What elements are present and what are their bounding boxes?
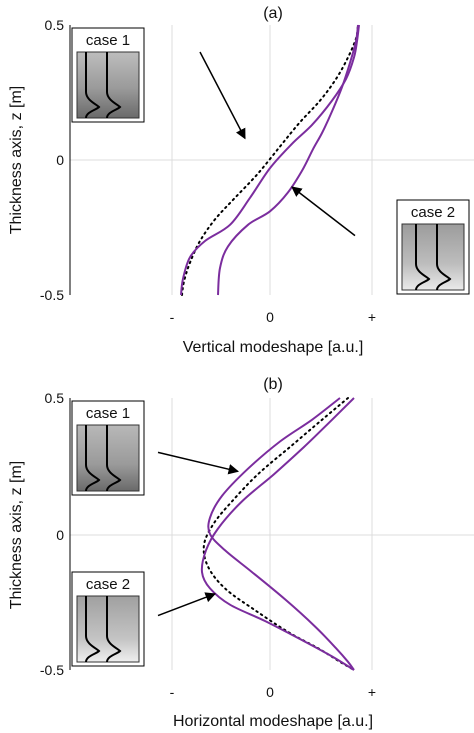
panel-a-inset-case1: case 1 (71, 27, 145, 123)
panel-b-case2-line (200, 397, 355, 671)
panel-a-xtick: - (170, 309, 175, 325)
panel-a-ytick: 0.5 (45, 17, 65, 33)
panel-a-ytick: 0 (56, 152, 64, 168)
panel-a-arrow-case2 (291, 186, 356, 237)
panel-a-grid (70, 25, 474, 295)
panel-a-xtick: + (368, 309, 376, 325)
panel-b-xlabel: Horizontal modeshape [a.u.] (173, 713, 373, 730)
panel-b-ylabel: Thickness axis, z [m] (8, 461, 25, 609)
panel-a-case1-line (180, 24, 360, 296)
panel-b-inset-case2-label: case 2 (86, 576, 130, 593)
panel-a-title: (a) (263, 5, 283, 22)
panel-b-inset-case1: case 1 (71, 400, 145, 496)
panel-a-inset-case1-label: case 1 (86, 32, 130, 49)
panel-b-inset-case2: case 2 (71, 571, 145, 667)
panel-b: (b) Thickness axis, z [m] Horizontal mod… (8, 376, 474, 730)
panel-a-xlabel: Vertical modeshape [a.u.] (183, 339, 364, 356)
panel-b-inset-case1-label: case 1 (86, 405, 130, 422)
panel-b-case1-line (207, 397, 355, 671)
panel-a-reference-line (181, 24, 359, 296)
panel-b-xtick: + (368, 684, 376, 700)
panel-b-grid (70, 398, 474, 670)
panel-b-arrow-case1 (157, 451, 240, 475)
panel-b-title: (b) (263, 376, 283, 393)
panel-b-arrow-case2 (157, 592, 216, 617)
panel-a-inset-case2-label: case 2 (411, 204, 455, 221)
panel-b-xtick: 0 (266, 684, 274, 700)
panel-b-xtick: - (170, 684, 175, 700)
panel-a-arrow-case1 (199, 51, 246, 140)
panel-b-ytick: 0.5 (45, 390, 65, 406)
panel-a-inset-case2: case 2 (396, 199, 470, 295)
panel-a-xtick: 0 (266, 309, 274, 325)
panel-b-ytick: 0 (56, 527, 64, 543)
panel-a-case2-line (217, 24, 359, 296)
panel-b-ytick: -0.5 (40, 662, 64, 678)
panel-a-ytick: -0.5 (40, 287, 64, 303)
panel-a: (a) Thickness axis, z [m] Vertical modes… (8, 5, 474, 356)
panel-a-ylabel: Thickness axis, z [m] (8, 86, 25, 234)
panel-b-reference-line (202, 397, 355, 671)
